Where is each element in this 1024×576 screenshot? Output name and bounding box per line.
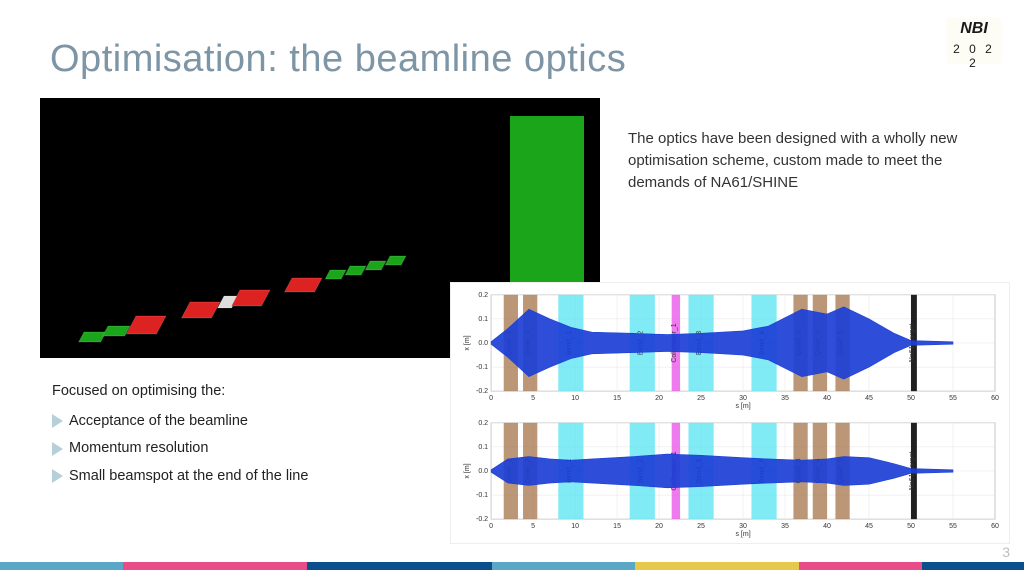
svg-text:35: 35 [781, 523, 789, 530]
svg-text:0.1: 0.1 [478, 316, 488, 323]
svg-text:15: 15 [613, 523, 621, 530]
beam-envelope-plots: 051015202530354045505560-0.2-0.10.00.10.… [450, 282, 1010, 544]
conference-logo: NBI 2 0 2 2 [946, 18, 1002, 64]
focus-item: Momentum resolution [52, 435, 412, 463]
svg-text:5: 5 [531, 523, 535, 530]
svg-text:60: 60 [991, 523, 999, 530]
svg-text:35: 35 [781, 395, 789, 402]
focus-item-label: Acceptance of the beamline [69, 408, 248, 436]
svg-text:25: 25 [697, 523, 705, 530]
slide-title: Optimisation: the beamline optics [50, 38, 626, 81]
svg-text:40: 40 [823, 395, 831, 402]
svg-text:55: 55 [949, 523, 957, 530]
focus-heading: Focused on optimising the: [52, 378, 412, 406]
focus-item: Acceptance of the beamline [52, 408, 412, 436]
svg-text:0.2: 0.2 [478, 292, 488, 299]
svg-text:0: 0 [489, 395, 493, 402]
svg-text:0.0: 0.0 [478, 340, 488, 347]
logo-text-top: NBI [946, 20, 1002, 38]
bullet-icon [52, 469, 63, 483]
focus-item-label: Small beamspot at the end of the line [69, 463, 308, 491]
svg-text:25: 25 [697, 395, 705, 402]
svg-text:55: 55 [949, 395, 957, 402]
description-text: The optics have been designed with a who… [628, 128, 988, 193]
svg-text:40: 40 [823, 523, 831, 530]
svg-text:s [m]: s [m] [735, 403, 750, 410]
svg-text:-0.2: -0.2 [476, 516, 488, 523]
svg-text:10: 10 [571, 523, 579, 530]
beam-plot-bottom: 0 5 10 15 20 25 30 35 40 45 50 55 60 -0.2 -0.1 0.0 0.1 0.… [459, 417, 1001, 539]
svg-text:-0.2: -0.2 [476, 388, 488, 395]
svg-text:10: 10 [571, 395, 579, 402]
svg-text:x [m]: x [m] [464, 335, 471, 350]
svg-text:45: 45 [865, 395, 873, 402]
svg-text:45: 45 [865, 523, 873, 530]
focus-item: Small beamspot at the end of the line [52, 463, 412, 491]
svg-text:20: 20 [655, 523, 663, 530]
svg-text:0.0: 0.0 [478, 468, 488, 475]
svg-text:5: 5 [531, 395, 535, 402]
bullet-icon [52, 414, 63, 428]
svg-text:30: 30 [739, 523, 747, 530]
bullet-icon [52, 442, 63, 456]
page-number: 3 [1002, 544, 1010, 560]
svg-text:20: 20 [655, 395, 663, 402]
focus-item-label: Momentum resolution [69, 435, 208, 463]
svg-text:50: 50 [907, 523, 915, 530]
footer-color-bar [0, 562, 1024, 570]
svg-text:-0.1: -0.1 [476, 492, 488, 499]
focus-list: Focused on optimising the: Acceptance of… [52, 378, 412, 490]
svg-text:x [m]: x [m] [464, 463, 471, 478]
svg-text:-0.1: -0.1 [476, 364, 488, 371]
svg-text:0.2: 0.2 [478, 420, 488, 427]
logo-text-year: 2 0 2 2 [946, 42, 1002, 70]
svg-text:30: 30 [739, 395, 747, 402]
beam-plot-top: 0 5 10 15 20 25 30 35 40 45 50 55 60 -0.2 -0.1 0.0 0.1 0.… [459, 289, 1001, 411]
svg-text:s [m]: s [m] [735, 531, 750, 538]
svg-text:50: 50 [907, 395, 915, 402]
svg-text:60: 60 [991, 395, 999, 402]
svg-text:0: 0 [489, 523, 493, 530]
svg-text:0.1: 0.1 [478, 444, 488, 451]
svg-text:15: 15 [613, 395, 621, 402]
